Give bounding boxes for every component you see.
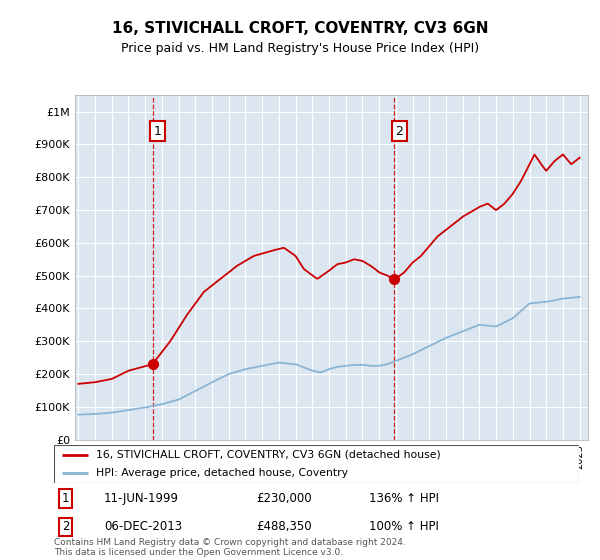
Text: 11-JUN-1999: 11-JUN-1999: [104, 492, 179, 505]
Text: 2: 2: [62, 520, 70, 533]
Text: HPI: Average price, detached house, Coventry: HPI: Average price, detached house, Cove…: [96, 468, 348, 478]
Text: 100% ↑ HPI: 100% ↑ HPI: [369, 520, 439, 533]
Text: 1: 1: [154, 125, 161, 138]
Text: 16, STIVICHALL CROFT, COVENTRY, CV3 6GN (detached house): 16, STIVICHALL CROFT, COVENTRY, CV3 6GN …: [96, 450, 441, 460]
Text: Contains HM Land Registry data © Crown copyright and database right 2024.
This d: Contains HM Land Registry data © Crown c…: [54, 538, 406, 557]
Text: 1: 1: [62, 492, 70, 505]
Text: £230,000: £230,000: [256, 492, 312, 505]
Text: Price paid vs. HM Land Registry's House Price Index (HPI): Price paid vs. HM Land Registry's House …: [121, 42, 479, 55]
Text: 2: 2: [395, 125, 403, 138]
Text: 16, STIVICHALL CROFT, COVENTRY, CV3 6GN: 16, STIVICHALL CROFT, COVENTRY, CV3 6GN: [112, 21, 488, 36]
Text: £488,350: £488,350: [256, 520, 312, 533]
Text: 06-DEC-2013: 06-DEC-2013: [104, 520, 182, 533]
Text: 136% ↑ HPI: 136% ↑ HPI: [369, 492, 439, 505]
